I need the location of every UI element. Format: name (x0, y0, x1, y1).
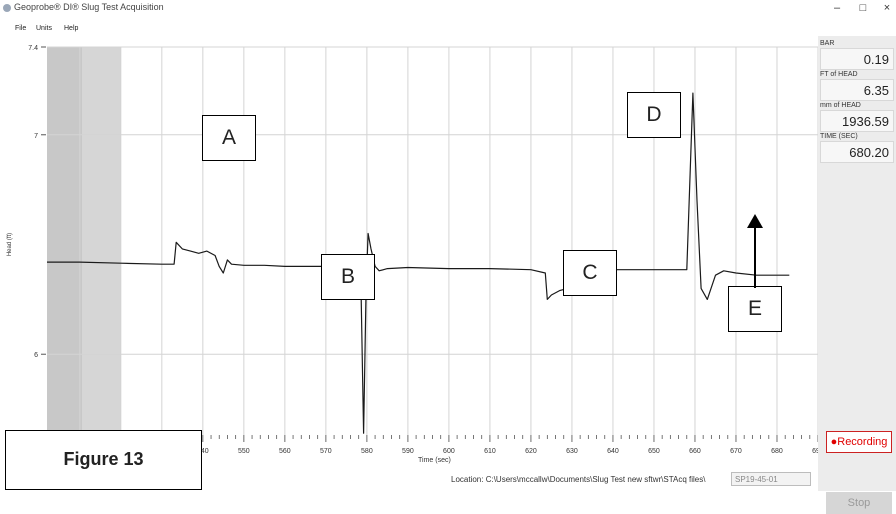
figure-caption: Figure 13 (5, 430, 202, 490)
annotation-e: E (728, 286, 782, 332)
location-field[interactable]: SP19-45-01 (731, 472, 811, 486)
recording-label: Recording (837, 436, 888, 448)
location-label: Location: C:\Users\mccallw\Documents\Slu… (451, 475, 706, 484)
annotation-a: A (202, 115, 256, 161)
recording-dot-icon: ● (830, 436, 838, 448)
x-tick-label: 560 (279, 448, 291, 455)
x-axis-title: Time (sec) (418, 457, 451, 464)
close-button[interactable]: × (883, 2, 891, 14)
y-tick-label-top: 7.4 (28, 45, 38, 52)
stop-button[interactable]: Stop (826, 492, 892, 514)
y-tick-label: 6 (34, 352, 38, 359)
readout-value-time: 680.20 (820, 141, 894, 163)
annotation-c: C (563, 250, 617, 296)
title-bar: Geoprobe® DI® Slug Test Acquisition – □ … (0, 0, 896, 22)
x-tick-label: 670 (730, 448, 742, 455)
x-tick-label: 660 (689, 448, 701, 455)
readout-label-mm-head: mm of HEAD (820, 102, 861, 109)
readout-value-mm-head: 1936.59 (820, 110, 894, 132)
y-tick-label: 7 (34, 133, 38, 140)
x-tick-label: 580 (361, 448, 373, 455)
annotation-d: D (627, 92, 681, 138)
readout-label-bar: BAR (820, 40, 835, 47)
x-tick-label: 600 (443, 448, 455, 455)
x-tick-label: 640 (607, 448, 619, 455)
minimize-button[interactable]: – (833, 2, 841, 14)
x-tick-label: 620 (525, 448, 537, 455)
x-tick-label: 650 (648, 448, 660, 455)
menu-file[interactable]: File (15, 25, 27, 32)
arrow-up-icon (747, 214, 763, 288)
shaded-region-light (82, 47, 121, 442)
readout-panel: BAR 0.19 FT of HEAD 6.35 mm of HEAD 1936… (818, 36, 896, 514)
readout-label-time: TIME (SEC) (820, 133, 858, 140)
annotation-b: B (321, 254, 375, 300)
readout-value-bar: 0.19 (820, 48, 894, 70)
app-icon (3, 4, 11, 12)
y-axis-title: Head (ft) (7, 233, 13, 256)
menu-units[interactable]: Units (36, 25, 52, 32)
x-tick-label: 590 (402, 448, 414, 455)
x-tick-label: 680 (771, 448, 783, 455)
recording-button[interactable]: ●Recording (826, 431, 892, 453)
readout-value-ft-head: 6.35 (820, 79, 894, 101)
x-tick-label: 630 (566, 448, 578, 455)
readout-label-ft-head: FT of HEAD (820, 71, 858, 78)
x-tick-label: 540 (197, 448, 209, 455)
maximize-button[interactable]: □ (859, 2, 867, 14)
series-line-0 (47, 92, 790, 434)
menu-help[interactable]: Help (64, 25, 79, 32)
menu-bar: File Units Help (0, 22, 896, 36)
window-title: Geoprobe® DI® Slug Test Acquisition (14, 2, 164, 12)
x-tick-label: 610 (484, 448, 496, 455)
x-tick-label: 550 (238, 448, 250, 455)
x-tick-label: 690 (812, 448, 818, 455)
x-tick-label: 570 (320, 448, 332, 455)
